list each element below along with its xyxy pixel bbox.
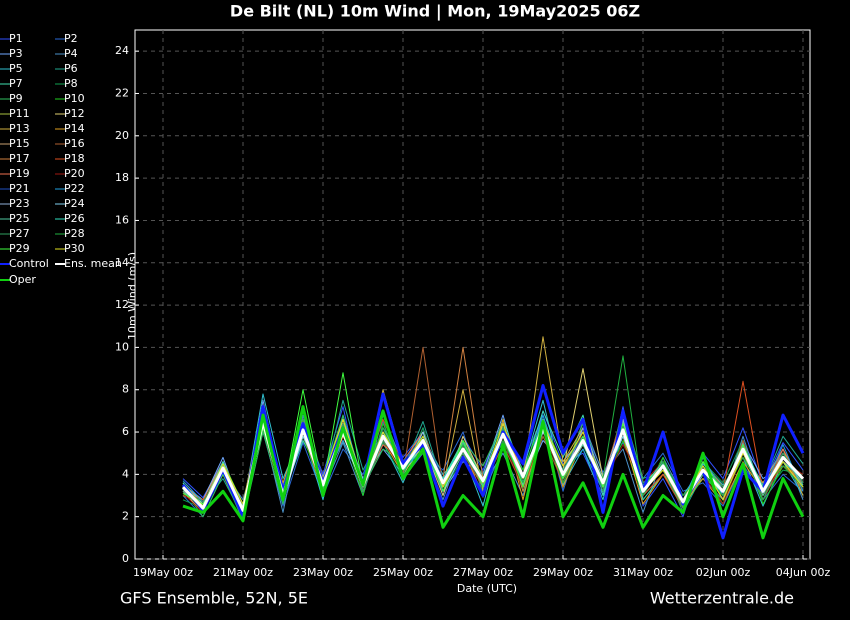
legend-label: P10 — [64, 92, 85, 105]
x-tick-label: 19May 00z — [133, 566, 193, 579]
legend-label: P1 — [9, 32, 23, 45]
legend-label: P18 — [64, 152, 85, 165]
y-tick-label: 16 — [115, 213, 129, 226]
x-tick-label: 23May 00z — [293, 566, 353, 579]
legend-label: P30 — [64, 242, 85, 255]
y-tick-label: 24 — [115, 44, 129, 57]
legend-label: P19 — [9, 167, 30, 180]
legend-label: P3 — [9, 47, 23, 60]
series-line — [182, 405, 805, 540]
legend-label: P26 — [64, 212, 85, 225]
legend-label: P2 — [64, 32, 78, 45]
legend-label: P20 — [64, 167, 85, 180]
legend-label: Control — [9, 257, 49, 270]
legend-label: P29 — [9, 242, 30, 255]
x-tick-label: 25May 00z — [373, 566, 433, 579]
legend-label: P9 — [9, 92, 23, 105]
legend-label: P12 — [64, 107, 85, 120]
legend-label: Ens. mean — [64, 257, 122, 270]
legend-label: P27 — [9, 227, 30, 240]
legend-label: P16 — [64, 137, 85, 150]
legend-label: P11 — [9, 107, 30, 120]
y-tick-label: 10 — [115, 340, 129, 353]
legend-label: Oper — [9, 273, 36, 286]
y-tick-label: 4 — [122, 467, 129, 480]
y-tick-label: 18 — [115, 171, 129, 184]
legend-label: P4 — [64, 47, 78, 60]
legend-label: P7 — [9, 77, 23, 90]
y-tick-label: 22 — [115, 86, 129, 99]
legend-label: P25 — [9, 212, 30, 225]
legend-label: P28 — [64, 227, 85, 240]
y-tick-label: 8 — [122, 383, 129, 396]
legend-label: P23 — [9, 197, 30, 210]
x-axis-label: Date (UTC) — [457, 582, 517, 595]
legend-label: P24 — [64, 197, 85, 210]
legend-label: P6 — [64, 62, 78, 75]
x-tick-label: 29May 00z — [533, 566, 593, 579]
y-tick-label: 2 — [122, 510, 129, 523]
legend-label: P13 — [9, 122, 30, 135]
legend-label: P14 — [64, 122, 85, 135]
legend-label: P21 — [9, 182, 30, 195]
y-tick-label: 12 — [115, 298, 129, 311]
y-tick-label: 6 — [122, 425, 129, 438]
x-tick-label: 31May 00z — [613, 566, 673, 579]
legend-label: P22 — [64, 182, 85, 195]
legend-label: P8 — [64, 77, 78, 90]
source-right: Wetterzentrale.de — [650, 589, 794, 608]
x-tick-label: 02Jun 00z — [696, 566, 751, 579]
y-tick-label: 14 — [115, 256, 129, 269]
x-tick-label: 04Jun 00z — [776, 566, 831, 579]
legend-label: P15 — [9, 137, 30, 150]
chart-title: De Bilt (NL) 10m Wind | Mon, 19May2025 0… — [230, 2, 640, 22]
legend-label: P5 — [9, 62, 23, 75]
legend-label: P17 — [9, 152, 30, 165]
source-left: GFS Ensemble, 52N, 5E — [120, 589, 308, 608]
y-tick-label: 20 — [115, 129, 129, 142]
x-tick-label: 27May 00z — [453, 566, 513, 579]
x-tick-label: 21May 00z — [213, 566, 273, 579]
y-tick-label: 0 — [122, 552, 129, 565]
